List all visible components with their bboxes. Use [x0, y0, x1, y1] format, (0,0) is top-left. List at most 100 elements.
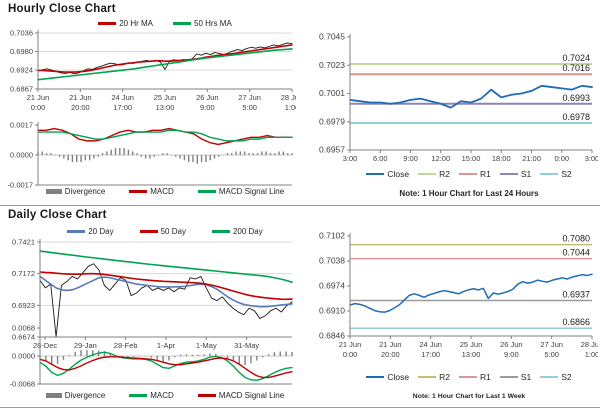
svg-text:20:00: 20:00 [381, 350, 400, 359]
svg-text:25 Jun: 25 Jun [154, 93, 177, 102]
legend-label: MACD Signal Line [218, 391, 285, 400]
legend-item-close: Close [366, 169, 409, 179]
legend-label: MACD [150, 391, 174, 400]
legend-label: R1 [479, 169, 491, 179]
svg-text:0.6980: 0.6980 [10, 47, 33, 56]
svg-text:0.6937: 0.6937 [562, 289, 590, 299]
legend-label: 200 Day [232, 227, 263, 236]
legend-item-close: Close [366, 372, 409, 382]
svg-text:0:00: 0:00 [343, 350, 358, 359]
svg-text:29-Jan: 29-Jan [74, 341, 97, 350]
mid-divider [0, 205, 600, 206]
line-swatch-icon [540, 172, 559, 176]
svg-text:0.7045: 0.7045 [319, 32, 345, 42]
svg-text:18:00: 18:00 [492, 154, 511, 163]
close-week-chart: 0.7080 0.7044 0.6937 0.6866 0.7102 0.7038 0.69… [319, 231, 598, 360]
svg-text:6:00: 6:00 [373, 154, 388, 163]
svg-text:5:00: 5:00 [544, 350, 559, 359]
legend-item-50-day: 50 Day [139, 227, 186, 236]
close-week-note: Note: 1 Hour Chart for Last 1 Week [412, 393, 526, 400]
svg-text:27 Jun: 27 Jun [540, 340, 563, 349]
svg-text:28-Dec: 28-Dec [33, 341, 57, 350]
line-swatch-icon [499, 172, 518, 176]
svg-text:0.7044: 0.7044 [562, 248, 590, 258]
svg-text:21 Jun: 21 Jun [69, 93, 92, 102]
legend-label: R2 [439, 169, 450, 179]
panel-close-24h: 0.7024 0.7016 0.6993 0.6978 0.7045 0.7023 0.70… [300, 0, 600, 205]
hourly-macd-chart: 0.0017 0.0000 -0.0017 [8, 121, 293, 190]
legend-label: MACD Signal Line [218, 187, 285, 196]
line-swatch-icon [211, 230, 230, 233]
line-swatch-icon [129, 190, 148, 193]
svg-text:0.6674: 0.6674 [12, 333, 35, 342]
svg-text:27 Jun: 27 Jun [238, 93, 261, 102]
daily-ma-legend: 20 Day 50 Day 200 Day [36, 227, 294, 236]
svg-text:25 Jun: 25 Jun [460, 340, 483, 349]
svg-text:28-Feb: 28-Feb [114, 341, 138, 350]
svg-text:0.6867: 0.6867 [10, 85, 33, 94]
svg-text:-0.0017: -0.0017 [8, 181, 33, 190]
legend-item-s2: S2 [540, 372, 572, 382]
svg-text:13:00: 13:00 [156, 103, 175, 112]
svg-text:0.6910: 0.6910 [319, 306, 345, 316]
close-24h-note: Note: 1 Hour Chart for Last 24 Hours [399, 189, 539, 198]
svg-text:0.0000: 0.0000 [10, 151, 33, 160]
svg-text:0.7102: 0.7102 [319, 231, 345, 241]
line-swatch-icon [418, 375, 437, 379]
hourly-ma-legend: 20 Hr MA 50 Hrs MA [36, 19, 294, 28]
legend-label: R1 [479, 372, 491, 382]
legend-label: 20 Day [88, 227, 114, 236]
svg-text:0.7016: 0.7016 [562, 63, 590, 73]
svg-text:13:00: 13:00 [462, 350, 481, 359]
legend-label: 50 Hrs MA [194, 19, 232, 28]
svg-text:17:00: 17:00 [421, 350, 440, 359]
svg-text:0.7023: 0.7023 [319, 60, 345, 70]
hourly-chart-title: Hourly Close Chart [8, 3, 116, 15]
legend-item-macd: MACD [129, 187, 174, 196]
svg-text:21 Jun: 21 Jun [339, 340, 362, 349]
svg-text:-0.0068: -0.0068 [10, 380, 35, 389]
svg-text:26 Jun: 26 Jun [500, 340, 523, 349]
svg-text:1:00: 1:00 [585, 350, 598, 359]
svg-text:0.6923: 0.6923 [12, 301, 35, 310]
bottom-divider [0, 407, 600, 408]
svg-text:0.0068: 0.0068 [12, 324, 35, 333]
svg-text:0.0000: 0.0000 [12, 352, 35, 361]
svg-text:1-May: 1-May [196, 341, 217, 350]
svg-text:0.7038: 0.7038 [319, 256, 345, 266]
legend-label: 20 Hr MA [119, 19, 153, 28]
svg-text:17:00: 17:00 [113, 103, 132, 112]
line-swatch-icon [366, 172, 385, 176]
legend-label: Divergence [64, 187, 106, 196]
legend-item-s1: S1 [499, 372, 531, 382]
svg-text:1:00: 1:00 [285, 103, 296, 112]
svg-text:0.6846: 0.6846 [319, 331, 345, 341]
legend-item-s1: S1 [499, 169, 531, 179]
legend-item-macd: MACD [129, 391, 174, 400]
legend-item-20-day: 20 Day [67, 227, 114, 236]
svg-text:21 Jun: 21 Jun [27, 93, 50, 102]
legend-item-s2: S2 [540, 169, 572, 179]
close-week-legend: Close R2 R1 S1 S2 [342, 372, 596, 382]
svg-text:28 Jun: 28 Jun [281, 93, 296, 102]
svg-text:1-Apr: 1-Apr [157, 341, 176, 350]
legend-label: Close [387, 169, 410, 179]
svg-text:0.7001: 0.7001 [319, 88, 345, 98]
svg-text:12:00: 12:00 [431, 154, 450, 163]
svg-text:5:00: 5:00 [242, 103, 257, 112]
legend-item-r1: R1 [458, 372, 491, 382]
svg-text:24 Jun: 24 Jun [111, 93, 134, 102]
line-swatch-icon [139, 230, 158, 233]
svg-text:3:00: 3:00 [585, 154, 598, 163]
svg-text:26 Jun: 26 Jun [196, 93, 219, 102]
legend-label: S2 [561, 169, 572, 179]
line-swatch-icon [67, 230, 86, 233]
line-swatch-icon [197, 394, 216, 397]
svg-text:9:00: 9:00 [200, 103, 215, 112]
svg-text:0.7172: 0.7172 [12, 269, 35, 278]
legend-item-20-hr-ma: 20 Hr MA [98, 19, 153, 28]
bar-swatch-icon [45, 189, 62, 194]
